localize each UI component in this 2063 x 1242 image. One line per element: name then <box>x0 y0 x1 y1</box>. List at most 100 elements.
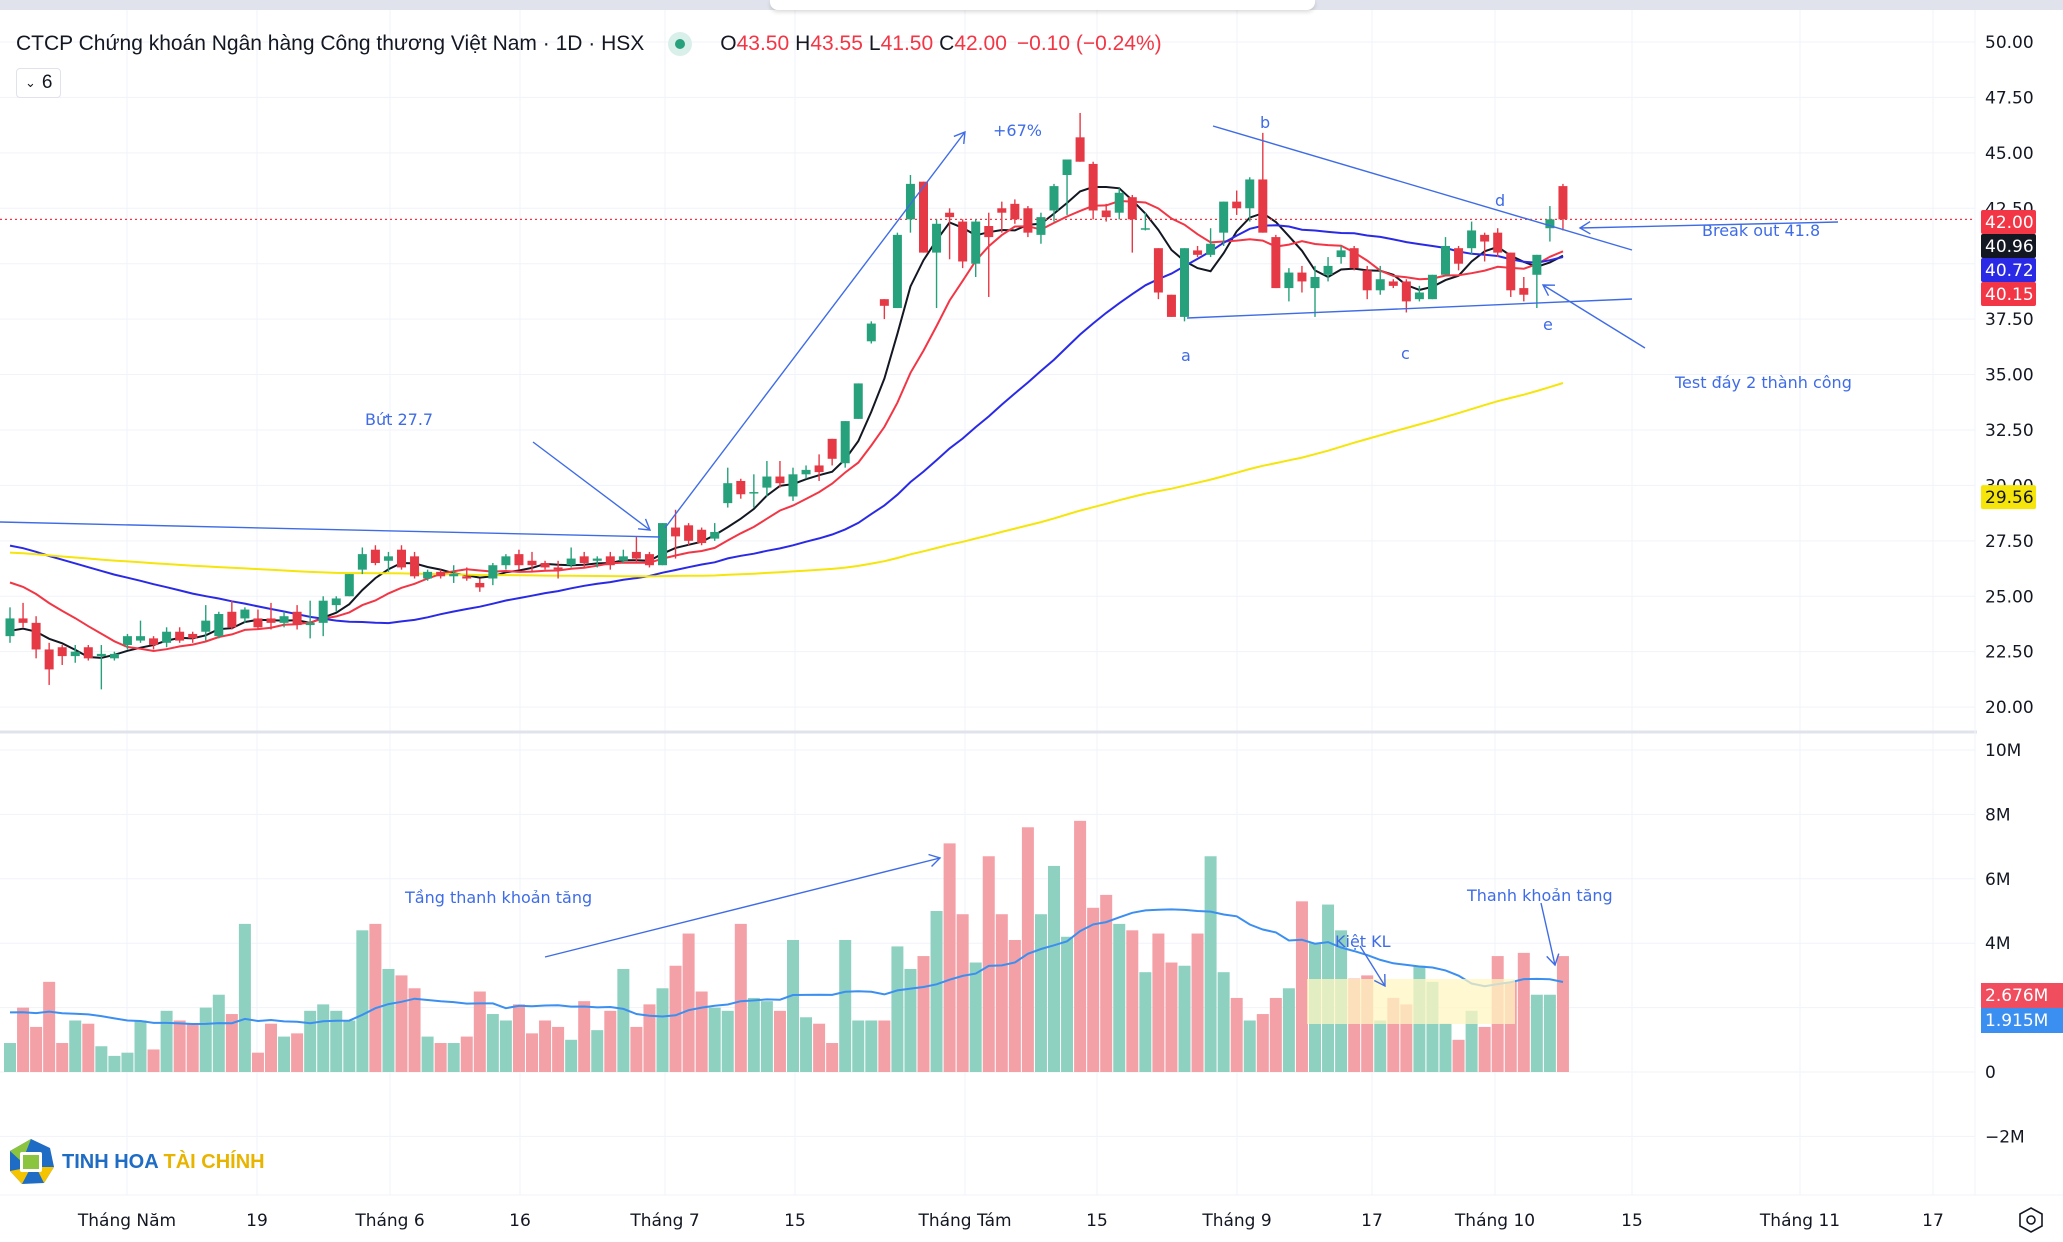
candle[interactable] <box>892 232 902 309</box>
volume-bar[interactable] <box>265 1023 277 1072</box>
candle[interactable] <box>658 523 667 566</box>
volume-bar[interactable] <box>1517 952 1530 1072</box>
arrow-to-breakout[interactable] <box>532 441 651 531</box>
candle[interactable] <box>1193 245 1203 258</box>
volume-bar[interactable] <box>865 1020 878 1072</box>
candle[interactable] <box>1401 279 1411 313</box>
volume-bar[interactable] <box>630 1026 643 1072</box>
drawings[interactable]: Bứt 27.7 +67% a b c d e Break out 41.8 Test đáy … <box>0 113 1852 988</box>
arrow-kiet[interactable] <box>1359 945 1386 987</box>
candle[interactable] <box>840 421 850 468</box>
candle[interactable] <box>997 201 1007 233</box>
candle[interactable] <box>1088 161 1098 220</box>
volume-bar[interactable] <box>917 956 930 1072</box>
volume-bar[interactable] <box>813 1023 826 1072</box>
candle[interactable] <box>866 321 876 344</box>
triangle-upper-line[interactable] <box>1212 125 1633 251</box>
candle[interactable] <box>214 611 224 639</box>
candle[interactable] <box>397 545 406 570</box>
candle[interactable] <box>1336 245 1346 264</box>
candle[interactable] <box>31 616 41 659</box>
volume-bar[interactable] <box>643 1004 656 1072</box>
candle[interactable] <box>1545 206 1555 242</box>
candle[interactable] <box>201 605 211 641</box>
volume-bar[interactable] <box>486 1014 499 1072</box>
arrow-67pct[interactable] <box>664 131 966 529</box>
candle[interactable] <box>945 208 955 260</box>
candle[interactable] <box>462 567 472 581</box>
candle[interactable] <box>331 596 341 612</box>
candle[interactable] <box>1114 188 1124 220</box>
candle[interactable] <box>1049 183 1059 222</box>
volume-bar[interactable] <box>878 1020 891 1072</box>
candle[interactable] <box>1519 277 1529 302</box>
volume-bar[interactable] <box>604 1010 617 1072</box>
candle[interactable] <box>1010 199 1020 224</box>
volume-bar[interactable] <box>1530 994 1543 1072</box>
volume-bar[interactable] <box>1452 1039 1465 1072</box>
candle[interactable] <box>697 527 707 546</box>
chart-canvas[interactable]: Bứt 27.7 +67% a b c d e Break out 41.8 Test đáy … <box>0 10 2063 1242</box>
arrow-test[interactable] <box>1542 284 1646 349</box>
volume-bar[interactable] <box>995 914 1008 1072</box>
candle[interactable] <box>723 467 733 508</box>
candle[interactable] <box>188 631 198 643</box>
candle[interactable] <box>1493 228 1503 258</box>
candle[interactable] <box>357 547 367 575</box>
candle[interactable] <box>1023 206 1033 238</box>
candle[interactable] <box>227 600 237 630</box>
candle[interactable] <box>553 560 563 579</box>
candle[interactable] <box>436 569 446 579</box>
volume-bar[interactable] <box>225 1014 238 1072</box>
volume-highlight-box[interactable] <box>1307 979 1515 1024</box>
volume-bar[interactable] <box>1048 865 1060 1072</box>
candle[interactable] <box>253 609 263 630</box>
volume-bar[interactable] <box>95 1046 108 1072</box>
volume-bar[interactable] <box>969 962 982 1072</box>
candle[interactable] <box>109 651 119 661</box>
volume-bar[interactable] <box>1439 1023 1452 1072</box>
candle[interactable] <box>566 547 576 568</box>
volume-bar[interactable] <box>512 1004 525 1072</box>
candle[interactable] <box>175 627 185 643</box>
volume-bar[interactable] <box>1478 1026 1491 1072</box>
volume-bar[interactable] <box>787 939 799 1072</box>
volume-bar[interactable] <box>591 1030 604 1072</box>
volume-bar[interactable] <box>121 1052 134 1072</box>
candle[interactable] <box>1427 274 1437 300</box>
candle[interactable] <box>5 607 15 643</box>
volume-bar[interactable] <box>773 1010 786 1072</box>
volume-bar[interactable] <box>238 923 251 1072</box>
volume-bar[interactable] <box>343 1020 356 1072</box>
candle[interactable] <box>1441 237 1450 275</box>
candle[interactable] <box>932 219 942 309</box>
volume-bar[interactable] <box>826 1043 839 1072</box>
candle[interactable] <box>1036 212 1046 244</box>
volume-bar[interactable] <box>1008 939 1021 1072</box>
volume-bar[interactable] <box>108 1055 121 1072</box>
candle[interactable] <box>240 607 250 623</box>
volume-bar[interactable] <box>1230 997 1243 1072</box>
volume-bar[interactable] <box>1139 972 1152 1072</box>
candle[interactable] <box>1558 183 1568 231</box>
candle[interactable] <box>579 551 589 568</box>
volume-bar[interactable] <box>82 1023 95 1072</box>
candle[interactable] <box>1153 248 1163 300</box>
candle[interactable] <box>671 509 681 559</box>
volume-bar[interactable] <box>460 1036 473 1072</box>
volume-bar[interactable] <box>1556 956 1569 1072</box>
volume-bar[interactable] <box>56 1043 69 1072</box>
volume-bar[interactable] <box>930 911 943 1072</box>
candle[interactable] <box>1166 294 1176 317</box>
volume-bar[interactable] <box>421 1036 434 1072</box>
volume-bar[interactable] <box>173 1020 186 1072</box>
volume-bar[interactable] <box>212 994 225 1072</box>
volume-bar[interactable] <box>956 914 969 1072</box>
volume-bar[interactable] <box>4 1043 16 1072</box>
volume-bar[interactable] <box>1295 901 1308 1072</box>
candle[interactable] <box>958 219 968 269</box>
volume-bar[interactable] <box>1269 997 1282 1072</box>
volume-bar[interactable] <box>1113 923 1126 1072</box>
volume-bar[interactable] <box>473 991 486 1073</box>
volume-bar[interactable] <box>447 1043 460 1072</box>
